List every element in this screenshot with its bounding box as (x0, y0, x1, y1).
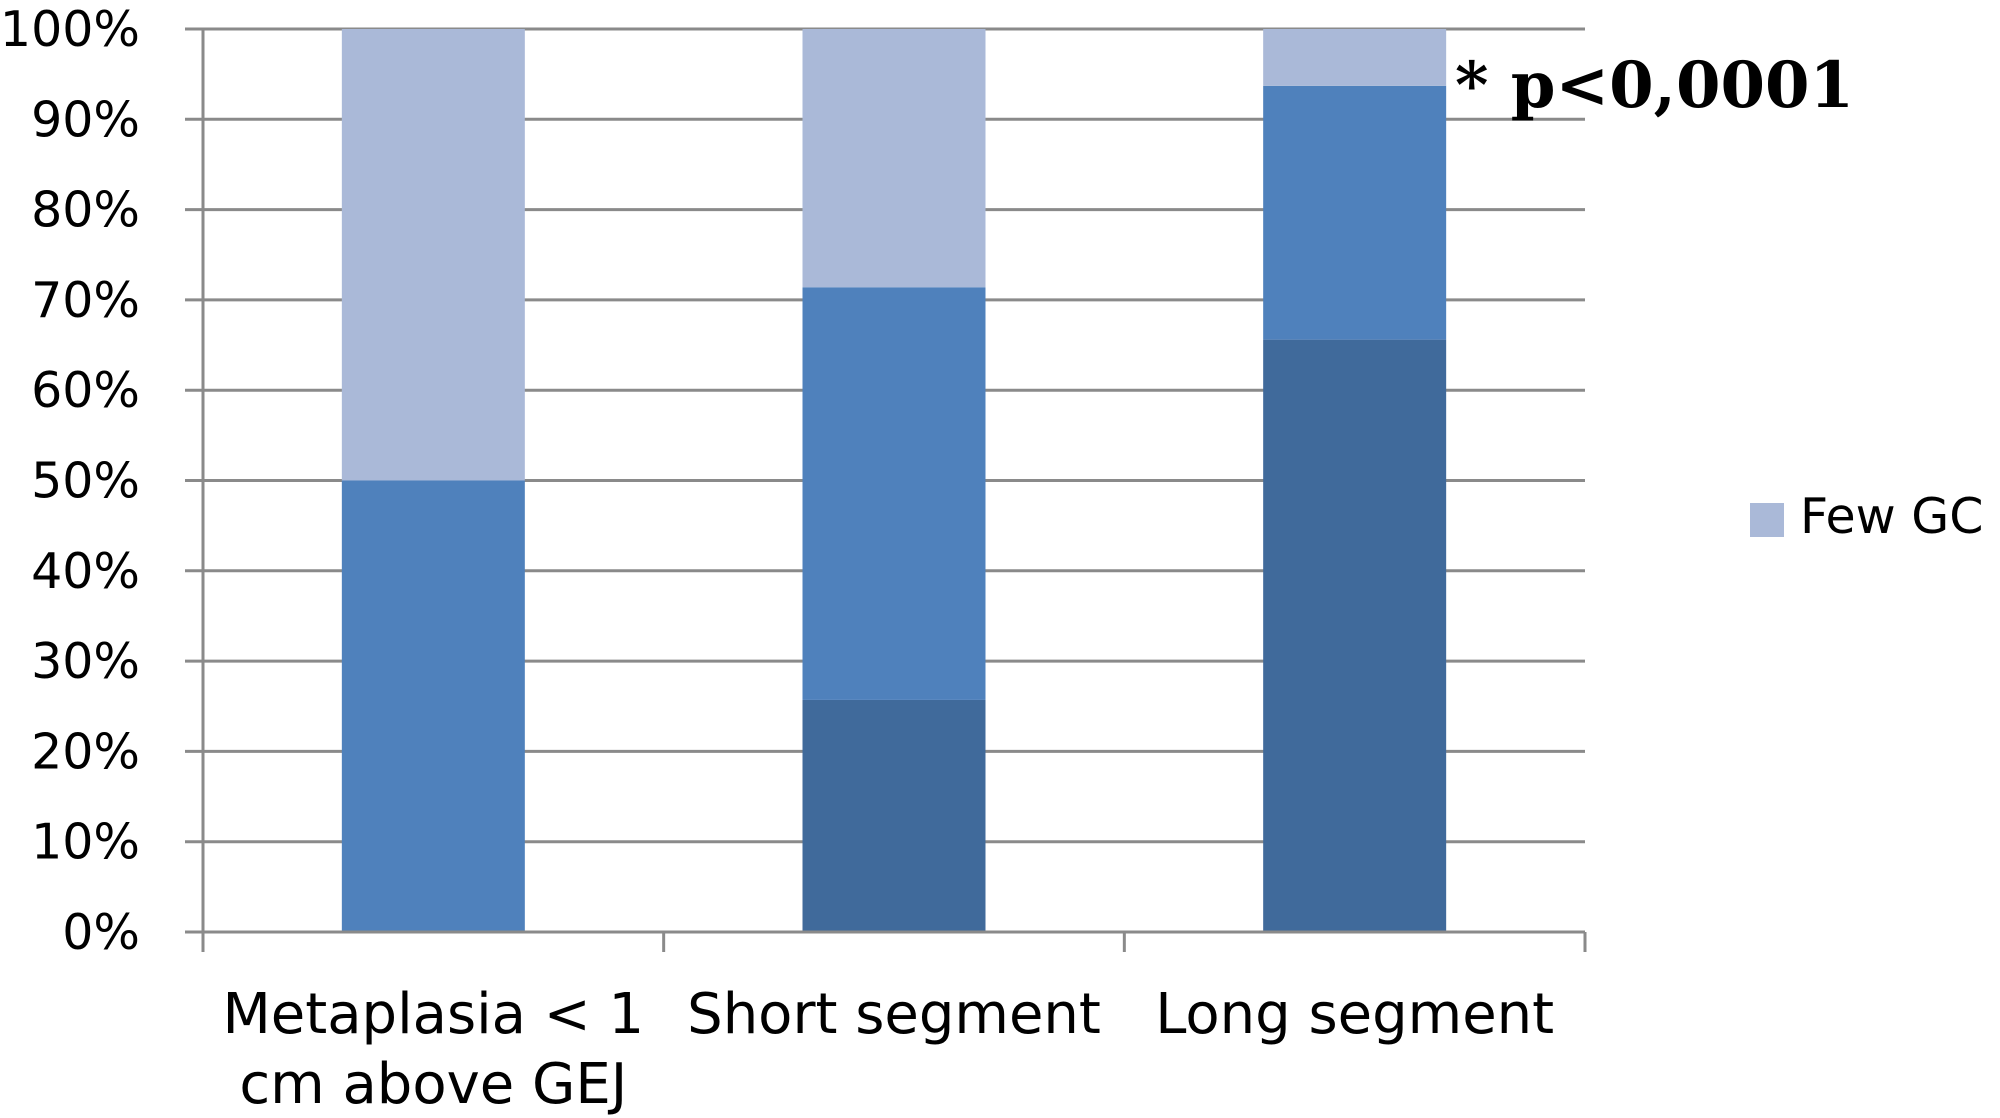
significance-annotation: * p<0,0001 (1455, 48, 1854, 123)
y-tick-label: 0% (62, 904, 140, 961)
y-tick-label: 50% (31, 453, 140, 510)
x-category-label: Short segment (687, 982, 1101, 1047)
bar-segment-2-series-3 (802, 29, 986, 288)
x-category-label: cm above GEJ (239, 1052, 627, 1117)
bar-segment-1-series-3 (341, 29, 525, 481)
bar-segment-1-series-2 (341, 480, 525, 932)
y-tick-label: 20% (31, 723, 140, 780)
y-tick-label: 100% (0, 1, 140, 58)
y-tick-label: 90% (31, 91, 140, 148)
y-tick-label: 40% (31, 543, 140, 600)
y-tick-label: 70% (31, 272, 140, 329)
y-tick-label: 10% (31, 814, 140, 871)
y-tick-label: 60% (31, 362, 140, 419)
bar-segment-3-series-1 (1263, 339, 1447, 933)
axes (185, 29, 1587, 952)
legend-label: Few GC (1800, 488, 1984, 545)
legend: Few GC (1750, 488, 1984, 545)
bar-segment-2-series-1 (802, 699, 986, 932)
x-category-labels: Metaplasia < 1cm above GEJ Short segment L… (222, 982, 1554, 1117)
y-tick-label: 30% (31, 633, 140, 690)
legend-swatch (1750, 503, 1784, 537)
y-tick-labels: 0% 10% 20% 30% 40% 50% 60% 70% 80% 90% 100% (0, 1, 140, 961)
bar-segment-2-series-2 (802, 287, 986, 700)
bars (341, 29, 1447, 933)
y-tick-label: 80% (31, 182, 140, 239)
bar-segment-3-series-2 (1263, 85, 1447, 340)
x-category-label: Long segment (1155, 982, 1554, 1047)
x-category-label: Metaplasia < 1 (222, 982, 644, 1047)
bar-segment-3-series-3 (1263, 29, 1447, 86)
